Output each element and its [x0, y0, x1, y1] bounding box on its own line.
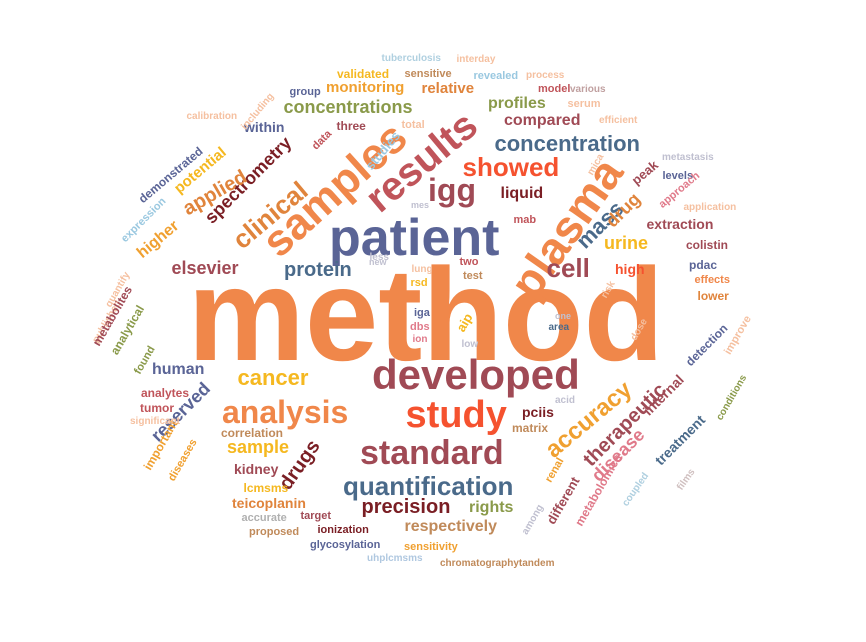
word-among: among	[519, 502, 546, 537]
word-sample: sample	[227, 437, 290, 457]
word-efficient: efficient	[599, 115, 638, 126]
word-lcmsms: lcmsms	[243, 481, 289, 495]
word-test: test	[463, 269, 483, 282]
word-model: model	[538, 82, 571, 95]
word-calibration: calibration	[186, 111, 238, 122]
word-treatment: treatment	[651, 411, 709, 469]
word-patient: patient	[329, 209, 500, 267]
word-sensitivity: sensitivity	[404, 540, 458, 553]
word-area: area	[548, 322, 570, 333]
word-extraction: extraction	[646, 216, 714, 232]
word-new: new	[369, 256, 387, 267]
word-study: study	[405, 394, 507, 436]
word-precision: precision	[361, 496, 451, 518]
word-rsd: rsd	[410, 276, 428, 289]
word-coupled: coupled	[620, 470, 652, 509]
word-pdac: pdac	[689, 258, 718, 272]
word-cell: cell	[546, 253, 590, 283]
word-dbs: dbs	[410, 320, 430, 333]
word-one: one	[555, 310, 572, 321]
word-iga: iga	[414, 306, 430, 319]
word-showed: showed	[462, 152, 560, 182]
word-concentration: concentration	[494, 131, 640, 156]
word-standard: standard	[360, 434, 504, 472]
word-method: method	[187, 241, 665, 388]
word-analysis: analysis	[222, 394, 349, 430]
word-data: data	[309, 127, 334, 152]
word-various: various	[570, 84, 606, 95]
word-sensitive: sensitive	[404, 67, 452, 80]
word-total: total	[401, 118, 425, 131]
word-diseases: diseases	[165, 436, 200, 483]
word-elsevier: elsevier	[171, 258, 239, 278]
word-urine: urine	[604, 233, 649, 253]
word-significant: significant	[130, 416, 181, 427]
word-revealed: revealed	[473, 69, 519, 82]
word-less: less	[369, 252, 389, 263]
word-profiles: profiles	[488, 95, 546, 112]
word-acid: acid	[555, 395, 576, 406]
word-application: application	[683, 202, 737, 213]
word-igg: igg	[428, 172, 476, 208]
word-target: target	[300, 509, 332, 522]
word-teicoplanin: teicoplanin	[232, 495, 306, 511]
word-concentrations: concentrations	[283, 97, 413, 117]
word-conditions: conditions	[713, 373, 749, 423]
word-pciis: pciis	[522, 404, 554, 420]
word-effects: effects	[694, 273, 730, 286]
word-rights: rights	[469, 499, 514, 516]
word-detection: detection	[682, 321, 730, 369]
word-colistin: colistin	[686, 238, 729, 252]
word-accurate: accurate	[241, 511, 287, 524]
word-mes: mes	[411, 199, 430, 210]
word-human: human	[152, 361, 205, 378]
word-developed: developed	[372, 351, 580, 398]
word-tuberculosis: tuberculosis	[381, 53, 441, 64]
word-chromatographytandem: chromatographytandem	[440, 558, 555, 569]
word-quantification: quantification	[343, 471, 514, 501]
word-matrix: matrix	[512, 421, 549, 435]
word-levels: levels	[662, 169, 694, 182]
word-group: group	[289, 85, 321, 98]
word-analytes: analytes	[141, 386, 190, 400]
word-lower: lower	[697, 289, 729, 303]
word-process: process	[526, 70, 565, 81]
word-improve: improve	[721, 313, 754, 357]
word-protein: protein	[284, 259, 352, 281]
word-renal: renal	[542, 455, 567, 485]
word-three: three	[336, 119, 366, 133]
word-two: two	[459, 255, 479, 268]
word-respectively: respectively	[404, 518, 498, 535]
word-liquid: liquid	[500, 185, 544, 202]
word-compared: compared	[504, 112, 581, 129]
word-relative: relative	[421, 79, 475, 97]
word-metastasis: metastasis	[662, 152, 714, 163]
word-uhplcmsms: uhplcmsms	[367, 553, 423, 564]
word-proposed: proposed	[249, 525, 300, 538]
word-correlation: correlation	[221, 426, 284, 440]
word-tumor: tumor	[140, 401, 174, 415]
word-ion: ion	[412, 334, 428, 345]
word-mab: mab	[513, 213, 537, 226]
word-cancer: cancer	[237, 365, 309, 390]
word-peak: peak	[628, 156, 661, 188]
word-monitoring: monitoring	[326, 78, 405, 96]
word-films: films	[674, 466, 697, 493]
word-ionization: ionization	[317, 523, 369, 536]
word-lung: lung	[411, 264, 433, 275]
word-high: high	[615, 261, 645, 277]
word-validated: validated	[337, 67, 390, 81]
word-within: within	[244, 119, 285, 135]
word-glycosylation: glycosylation	[310, 538, 381, 551]
word-serum: serum	[567, 97, 601, 110]
word-interday: interday	[456, 54, 496, 65]
word-kidney: kidney	[234, 461, 279, 477]
word-low: low	[461, 339, 479, 350]
